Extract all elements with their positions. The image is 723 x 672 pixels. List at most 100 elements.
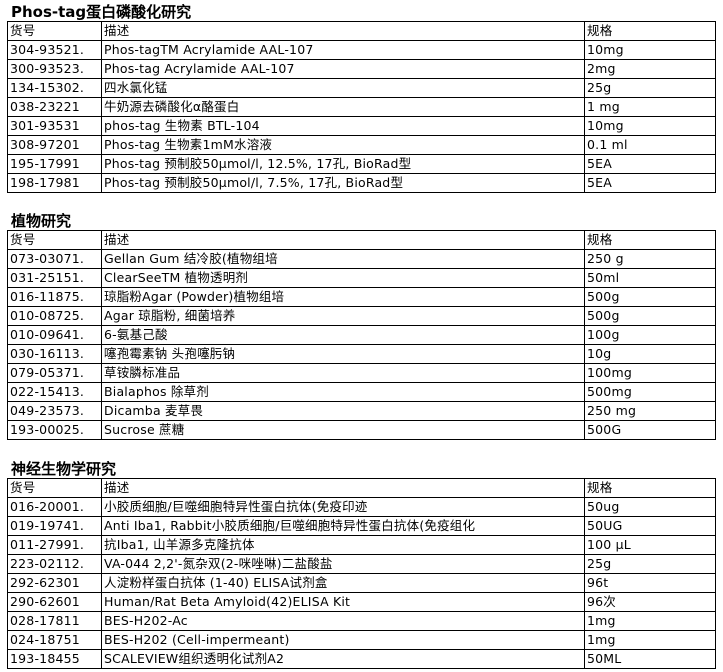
table-row: 049-23573. Dicamba 麦草畏 250 mg	[7, 401, 716, 421]
table-row: 301-93531 phos-tag 生物素 BTL-104 10mg	[7, 116, 716, 136]
specification: 50UG	[584, 516, 716, 536]
section-title: Phos-tag蛋白磷酸化研究	[11, 3, 192, 21]
catalog-number: 038-23221	[7, 97, 102, 117]
specification: 500G	[584, 420, 716, 440]
table-row: 022-15413. Bialaphos 除草剂 500mg	[7, 382, 716, 402]
description: Anti Iba1, Rabbit小胶质细胞/巨噬细胞特异性蛋白抗体(免疫组化	[101, 516, 585, 536]
header-code: 货号	[7, 230, 102, 250]
description: 琼脂粉Agar (Powder)植物组培	[101, 287, 585, 307]
description: 小胶质细胞/巨噬细胞特异性蛋白抗体(免疫印迹	[101, 497, 585, 517]
description: 草铵膦标准品	[101, 363, 585, 383]
catalog-number: 016-11875.	[7, 287, 102, 307]
specification: 250 mg	[584, 401, 716, 421]
specification: 96次	[584, 592, 716, 612]
specification: 2mg	[584, 59, 716, 79]
table-row: 193-18455 SCALEVIEW组织透明化试剂A2 50ML	[7, 649, 716, 669]
description: Agar 琼脂粉, 细菌培养	[101, 306, 585, 326]
specification: 100mg	[584, 363, 716, 383]
section-title: 神经生物学研究	[11, 460, 117, 478]
description: VA-044 2,2'-氮杂双(2-咪唑啉)二盐酸盐	[101, 554, 585, 574]
catalog-number: 031-25151.	[7, 268, 102, 288]
product-table: 货号 描述 规格 073-03071. Gellan Gum 结冷胶(植物组培 …	[7, 230, 716, 440]
description: Sucrose 蔗糖	[101, 420, 585, 440]
catalog-number: 304-93521.	[7, 40, 102, 60]
header-code: 货号	[7, 478, 102, 498]
table-row: 290-62601 Human/Rat Beta Amyloid(42)ELIS…	[7, 592, 716, 612]
table-header-row: 货号 描述 规格	[7, 230, 716, 250]
table-row: 198-17981 Phos-tag 预制胶50μmol/l, 7.5%, 17…	[7, 173, 716, 193]
table-row: 079-05371. 草铵膦标准品 100mg	[7, 363, 716, 383]
description: phos-tag 生物素 BTL-104	[101, 116, 585, 136]
specification: 1 mg	[584, 97, 716, 117]
specification: 500g	[584, 306, 716, 326]
table-row: 011-27991. 抗Iba1, 山羊源多克隆抗体 100 μL	[7, 535, 716, 555]
specification: 100g	[584, 325, 716, 345]
table-row: 030-16113. 噻孢霉素钠 头孢噻肟钠 10g	[7, 344, 716, 364]
specification: 1mg	[584, 630, 716, 650]
description: Human/Rat Beta Amyloid(42)ELISA Kit	[101, 592, 585, 612]
product-table: 货号 描述 规格 016-20001. 小胶质细胞/巨噬细胞特异性蛋白抗体(免疫…	[7, 478, 716, 669]
specification: 5EA	[584, 154, 716, 174]
catalog-number: 073-03071.	[7, 249, 102, 269]
table-row: 193-00025. Sucrose 蔗糖 500G	[7, 420, 716, 440]
description: Phos-tag 预制胶50μmol/l, 7.5%, 17孔, BioRad型	[101, 173, 585, 193]
catalog-number: 049-23573.	[7, 401, 102, 421]
catalog-number: 030-16113.	[7, 344, 102, 364]
catalog-number: 011-27991.	[7, 535, 102, 555]
catalog-number: 079-05371.	[7, 363, 102, 383]
catalog-number: 223-02112.	[7, 554, 102, 574]
specification: 50ml	[584, 268, 716, 288]
table-row: 292-62301 人淀粉样蛋白抗体 (1-40) ELISA试剂盒 96t	[7, 573, 716, 593]
catalog-number: 010-08725.	[7, 306, 102, 326]
description: 牛奶源去磷酸化α酪蛋白	[101, 97, 585, 117]
specification: 0.1 ml	[584, 135, 716, 155]
table-row: 038-23221 牛奶源去磷酸化α酪蛋白 1 mg	[7, 97, 716, 117]
description: Phos-tagTM Acrylamide AAL-107	[101, 40, 585, 60]
description: 抗Iba1, 山羊源多克隆抗体	[101, 535, 585, 555]
catalog-number: 134-15302.	[7, 78, 102, 98]
table-row: 019-19741. Anti Iba1, Rabbit小胶质细胞/巨噬细胞特异…	[7, 516, 716, 536]
description: 6-氨基己酸	[101, 325, 585, 345]
table-row: 016-11875. 琼脂粉Agar (Powder)植物组培 500g	[7, 287, 716, 307]
catalog-number: 308-97201	[7, 135, 102, 155]
specification: 5EA	[584, 173, 716, 193]
catalog-number: 193-00025.	[7, 420, 102, 440]
section-neuro: 神经生物学研究 货号 描述 规格 016-20001. 小胶质细胞/巨噬细胞特异…	[7, 460, 716, 669]
specification: 500g	[584, 287, 716, 307]
header-code: 货号	[7, 21, 102, 41]
table-row: 304-93521. Phos-tagTM Acrylamide AAL-107…	[7, 40, 716, 60]
header-spec: 规格	[584, 230, 716, 250]
section-title: 植物研究	[11, 212, 72, 230]
table-header-row: 货号 描述 规格	[7, 478, 716, 498]
specification: 10mg	[584, 116, 716, 136]
header-desc: 描述	[101, 478, 585, 498]
product-table: 货号 描述 规格 304-93521. Phos-tagTM Acrylamid…	[7, 21, 716, 193]
specification: 25g	[584, 554, 716, 574]
description: BES-H202 (Cell-impermeant)	[101, 630, 585, 650]
description: Dicamba 麦草畏	[101, 401, 585, 421]
description: Bialaphos 除草剂	[101, 382, 585, 402]
specification: 50ML	[584, 649, 716, 669]
specification: 100 μL	[584, 535, 716, 555]
description: Gellan Gum 结冷胶(植物组培	[101, 249, 585, 269]
specification: 96t	[584, 573, 716, 593]
table-row: 223-02112. VA-044 2,2'-氮杂双(2-咪唑啉)二盐酸盐 25…	[7, 554, 716, 574]
header-desc: 描述	[101, 21, 585, 41]
specification: 1mg	[584, 611, 716, 631]
catalog-number: 198-17981	[7, 173, 102, 193]
table-row: 308-97201 Phos-tag 生物素1mM水溶液 0.1 ml	[7, 135, 716, 155]
table-row: 134-15302. 四水氯化锰 25g	[7, 78, 716, 98]
table-row: 028-17811 BES-H202-Ac 1mg	[7, 611, 716, 631]
catalog-number: 022-15413.	[7, 382, 102, 402]
description: SCALEVIEW组织透明化试剂A2	[101, 649, 585, 669]
specification: 10mg	[584, 40, 716, 60]
table-row: 016-20001. 小胶质细胞/巨噬细胞特异性蛋白抗体(免疫印迹 50ug	[7, 497, 716, 517]
header-spec: 规格	[584, 478, 716, 498]
table-row: 010-09641. 6-氨基己酸 100g	[7, 325, 716, 345]
catalog-number: 019-19741.	[7, 516, 102, 536]
description: 噻孢霉素钠 头孢噻肟钠	[101, 344, 585, 364]
description: Phos-tag 预制胶50μmol/l, 12.5%, 17孔, BioRad…	[101, 154, 585, 174]
description: BES-H202-Ac	[101, 611, 585, 631]
specification: 10g	[584, 344, 716, 364]
catalog-number: 292-62301	[7, 573, 102, 593]
